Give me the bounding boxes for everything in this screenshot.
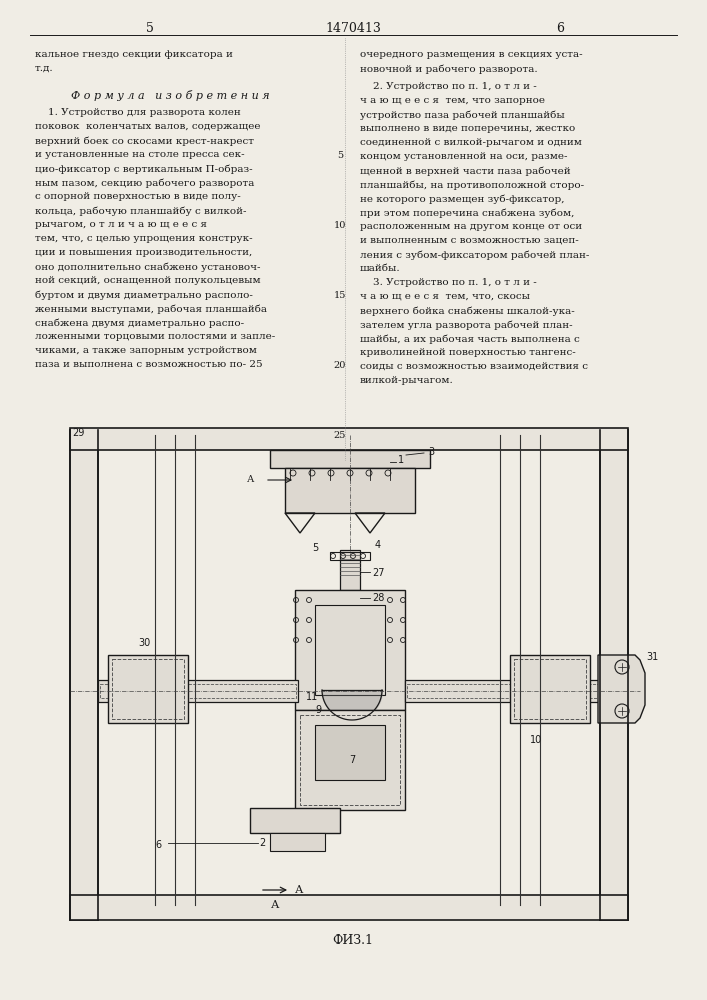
Text: и установленные на столе пресса сек-: и установленные на столе пресса сек- xyxy=(35,150,245,159)
Polygon shape xyxy=(598,655,645,723)
Text: 2. Устройство по п. 1, о т л и -: 2. Устройство по п. 1, о т л и - xyxy=(360,82,537,91)
Bar xyxy=(514,659,586,719)
Text: 20: 20 xyxy=(334,360,346,369)
Text: ления с зубом-фиксатором рабочей план-: ления с зубом-фиксатором рабочей план- xyxy=(360,250,590,259)
Bar xyxy=(315,605,385,695)
Bar xyxy=(270,833,325,851)
Bar xyxy=(70,428,628,450)
Text: 10: 10 xyxy=(334,221,346,230)
Bar xyxy=(112,659,184,719)
Bar xyxy=(100,684,296,698)
Text: верхнего бойка снабжены шкалой-ука-: верхнего бойка снабжены шкалой-ука- xyxy=(360,306,575,316)
Text: ным пазом, секцию рабочего разворота: ным пазом, секцию рабочего разворота xyxy=(35,178,255,188)
Text: 5: 5 xyxy=(146,21,154,34)
Text: ции и повышения производительности,: ции и повышения производительности, xyxy=(35,248,252,257)
Text: 29: 29 xyxy=(72,428,84,438)
Bar xyxy=(108,655,188,723)
Text: вилкой-рычагом.: вилкой-рычагом. xyxy=(360,376,454,385)
Bar xyxy=(98,680,298,702)
Text: буртом и двумя диаметрально располо-: буртом и двумя диаметрально располо- xyxy=(35,290,253,300)
Text: 7: 7 xyxy=(349,755,355,765)
Text: зателем угла разворота рабочей план-: зателем угла разворота рабочей план- xyxy=(360,320,573,330)
Text: А: А xyxy=(295,885,303,895)
Text: ч а ю щ е е с я  тем, что запорное: ч а ю щ е е с я тем, что запорное xyxy=(360,96,545,105)
Text: т.д.: т.д. xyxy=(35,64,54,73)
Bar xyxy=(70,430,98,920)
Text: новочной и рабочего разворота.: новочной и рабочего разворота. xyxy=(360,64,537,74)
Bar xyxy=(340,550,360,590)
Text: оно дополнительно снабжено установоч-: оно дополнительно снабжено установоч- xyxy=(35,262,260,271)
Text: расположенным на другом конце от оси: расположенным на другом конце от оси xyxy=(360,222,582,231)
Text: 6: 6 xyxy=(155,840,161,850)
Text: ной секций, оснащенной полукольцевым: ной секций, оснащенной полукольцевым xyxy=(35,276,261,285)
Bar xyxy=(510,655,590,723)
Text: А: А xyxy=(271,900,279,910)
Text: соединенной с вилкой-рычагом и одним: соединенной с вилкой-рычагом и одним xyxy=(360,138,582,147)
Bar xyxy=(295,710,405,810)
Text: выполнено в виде поперечины, жестко: выполнено в виде поперечины, жестко xyxy=(360,124,575,133)
Text: тем, что, с целью упрощения конструк-: тем, что, с целью упрощения конструк- xyxy=(35,234,252,243)
Text: 25: 25 xyxy=(334,430,346,440)
Text: 2: 2 xyxy=(259,838,265,848)
Bar xyxy=(250,808,340,833)
Text: 9: 9 xyxy=(316,705,322,715)
Text: 10: 10 xyxy=(530,735,542,745)
Bar xyxy=(330,552,370,560)
Text: с опорной поверхностью в виде полу-: с опорной поверхностью в виде полу- xyxy=(35,192,241,201)
Text: шайбы.: шайбы. xyxy=(360,264,401,273)
Text: снабжена двумя диаметрально распо-: снабжена двумя диаметрально распо- xyxy=(35,318,244,328)
Text: при этом поперечина снабжена зубом,: при этом поперечина снабжена зубом, xyxy=(360,208,574,218)
Text: 4: 4 xyxy=(375,540,381,550)
Text: кольца, рабочую планшайбу с вилкой-: кольца, рабочую планшайбу с вилкой- xyxy=(35,206,247,216)
Text: концом установленной на оси, разме-: концом установленной на оси, разме- xyxy=(360,152,568,161)
Bar xyxy=(70,895,628,920)
Bar xyxy=(405,680,605,702)
Text: цио-фиксатор с вертикальным П-образ-: цио-фиксатор с вертикальным П-образ- xyxy=(35,164,252,174)
Bar xyxy=(315,725,385,780)
Text: и выполненным с возможностью зацеп-: и выполненным с возможностью зацеп- xyxy=(360,236,579,245)
Text: кальное гнездо секции фиксатора и: кальное гнездо секции фиксатора и xyxy=(35,50,233,59)
Text: А: А xyxy=(247,476,254,485)
Bar xyxy=(270,450,430,468)
Text: ч а ю щ е е с я  тем, что, скосы: ч а ю щ е е с я тем, что, скосы xyxy=(360,292,530,301)
Text: 1. Устройство для разворота колен: 1. Устройство для разворота колен xyxy=(35,108,241,117)
Text: поковок  коленчатых валов, содержащее: поковок коленчатых валов, содержащее xyxy=(35,122,260,131)
Text: соиды с возможностью взаимодействия с: соиды с возможностью взаимодействия с xyxy=(360,362,588,371)
Text: 5: 5 xyxy=(312,543,318,553)
Bar xyxy=(600,430,628,920)
Text: 28: 28 xyxy=(372,593,385,603)
Text: 1: 1 xyxy=(398,455,404,465)
Text: шайбы, а их рабочая часть выполнена с: шайбы, а их рабочая часть выполнена с xyxy=(360,334,580,344)
Text: верхний боек со скосами крест-накрест: верхний боек со скосами крест-накрест xyxy=(35,136,254,145)
Text: Ф о р м у л а   и з о б р е т е н и я: Ф о р м у л а и з о б р е т е н и я xyxy=(71,90,269,101)
Text: женными выступами, рабочая планшайба: женными выступами, рабочая планшайба xyxy=(35,304,267,314)
Text: ФИЗ.1: ФИЗ.1 xyxy=(332,934,373,946)
Text: планшайбы, на противоположной сторо-: планшайбы, на противоположной сторо- xyxy=(360,180,584,190)
Text: 6: 6 xyxy=(556,21,564,34)
Text: не которого размещен зуб-фиксатор,: не которого размещен зуб-фиксатор, xyxy=(360,194,564,204)
Bar xyxy=(295,590,405,710)
Text: паза и выполнена с возможностью по- 25: паза и выполнена с возможностью по- 25 xyxy=(35,360,262,369)
Text: 3. Устройство по п. 1, о т л и -: 3. Устройство по п. 1, о т л и - xyxy=(360,278,537,287)
Text: 27: 27 xyxy=(372,568,385,578)
Text: 30: 30 xyxy=(138,638,150,648)
Text: 5: 5 xyxy=(337,150,343,159)
Text: 1470413: 1470413 xyxy=(325,21,381,34)
Text: 31: 31 xyxy=(646,652,658,662)
Bar xyxy=(300,715,400,805)
Text: 3: 3 xyxy=(428,447,434,457)
Text: ложенными торцовыми полостями и запле-: ложенными торцовыми полостями и запле- xyxy=(35,332,275,341)
Text: 15: 15 xyxy=(334,290,346,300)
Text: криволинейной поверхностью тангенс-: криволинейной поверхностью тангенс- xyxy=(360,348,575,357)
Text: 11: 11 xyxy=(305,692,318,702)
Bar xyxy=(285,468,415,513)
Text: устройство паза рабочей планшайбы: устройство паза рабочей планшайбы xyxy=(360,110,565,119)
Text: очередного размещения в секциях уста-: очередного размещения в секциях уста- xyxy=(360,50,583,59)
Text: рычагом, о т л и ч а ю щ е е с я: рычагом, о т л и ч а ю щ е е с я xyxy=(35,220,207,229)
Text: щенной в верхней части паза рабочей: щенной в верхней части паза рабочей xyxy=(360,166,571,176)
Bar xyxy=(407,684,603,698)
Text: чиками, а также запорным устройством: чиками, а также запорным устройством xyxy=(35,346,257,355)
